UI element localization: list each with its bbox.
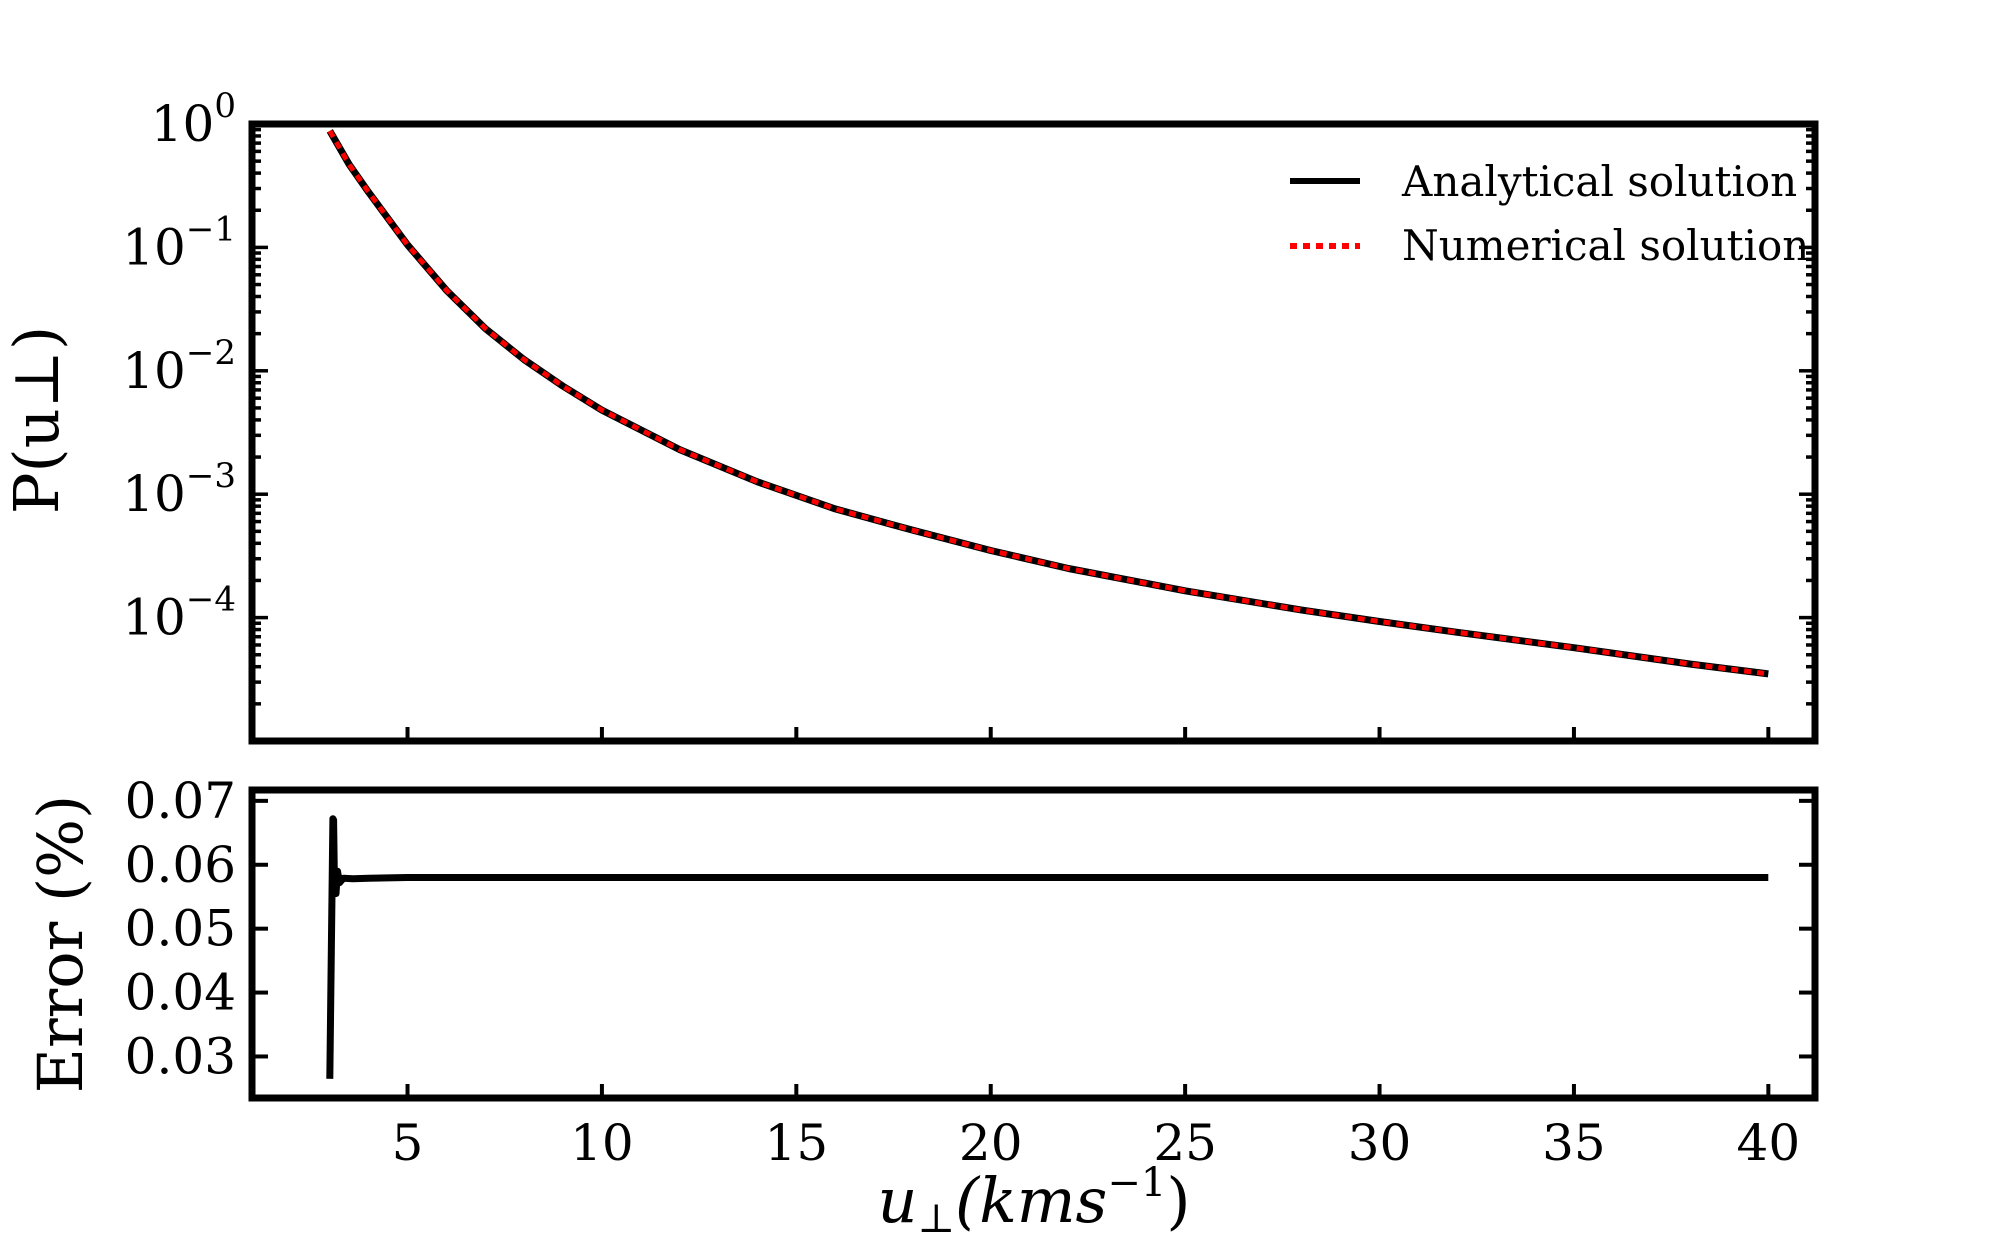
top-y-tick-exp: 0 [214, 86, 236, 126]
top-y-tick-label: 10−4 [122, 580, 236, 647]
x-axis-title-sub: ⊥ [917, 1196, 955, 1242]
legend: Analytical solution Numerical solution [1290, 157, 1809, 270]
bottom-y-tick-label: 0.06 [125, 836, 236, 894]
legend-label-numerical: Numerical solution [1402, 221, 1809, 270]
top-y-tick-base: 10 [122, 218, 186, 276]
x-tick-labels: 5 10 15 20 25 30 35 40 [392, 1084, 1801, 1172]
error-line [326, 815, 1769, 1079]
top-y-tick-base: 10 [122, 342, 186, 400]
numerical-solution-line [327, 129, 1769, 677]
top-plot-frame [248, 120, 1819, 745]
legend-label-analytical: Analytical solution [1401, 157, 1797, 206]
x-axis-title-exp: −1 [1107, 1160, 1166, 1206]
top-series [326, 129, 1769, 678]
bottom-y-tick-label: 0.04 [125, 964, 236, 1022]
bottom-series [326, 815, 1769, 1079]
x-tick-label: 25 [1153, 1114, 1217, 1172]
bottom-panel: 0.030.04 0.05 0.06 0.07 5 10 15 20 25 30 35 40 Err… [24, 772, 1819, 1242]
bottom-y-tick-label: 0.07 [125, 772, 236, 830]
x-tick-label: 30 [1348, 1114, 1412, 1172]
top-y-tick-exp: −3 [186, 456, 236, 496]
x-tick-label: 10 [570, 1114, 634, 1172]
bottom-y-tick-labels: 0.030.04 0.05 0.06 0.07 [125, 772, 1815, 1085]
x-axis-title: u⊥(kms−1) [877, 1160, 1190, 1242]
top-y-axis-title: P(u⊥) [0, 326, 73, 514]
top-y-tick-exp: −1 [186, 209, 236, 249]
x-tick-label: 15 [765, 1114, 829, 1172]
bottom-y-tick-label: 0.05 [125, 900, 236, 958]
x-axis-title-close: ) [1166, 1164, 1190, 1237]
top-y-tick-exp: −4 [186, 580, 236, 620]
x-tick-label: 20 [959, 1114, 1023, 1172]
x-tick-label: 35 [1542, 1114, 1606, 1172]
top-y-tick-base: 10 [122, 589, 186, 647]
x-axis-title-var: u [877, 1164, 917, 1237]
bottom-y-tick-label: 0.03 [125, 1027, 236, 1085]
analytical-solution-line [326, 129, 1769, 678]
x-tick-label: 40 [1737, 1114, 1801, 1172]
top-y-tick-label: 10−2 [122, 333, 236, 400]
bottom-plot-frame [248, 786, 1819, 1102]
x-axis-title-units: (kms [955, 1164, 1107, 1237]
top-y-tick-label: 10−3 [122, 456, 236, 523]
top-y-tick-label: 10−1 [122, 209, 236, 276]
top-y-tick-exp: −2 [186, 333, 236, 373]
top-y-tick-base: 10 [122, 465, 186, 523]
top-y-tick-label: 100 [151, 86, 236, 153]
top-y-tick-base: 10 [151, 95, 215, 153]
x-tick-label: 5 [392, 1114, 424, 1172]
bottom-y-axis-title: Error (%) [24, 795, 97, 1094]
